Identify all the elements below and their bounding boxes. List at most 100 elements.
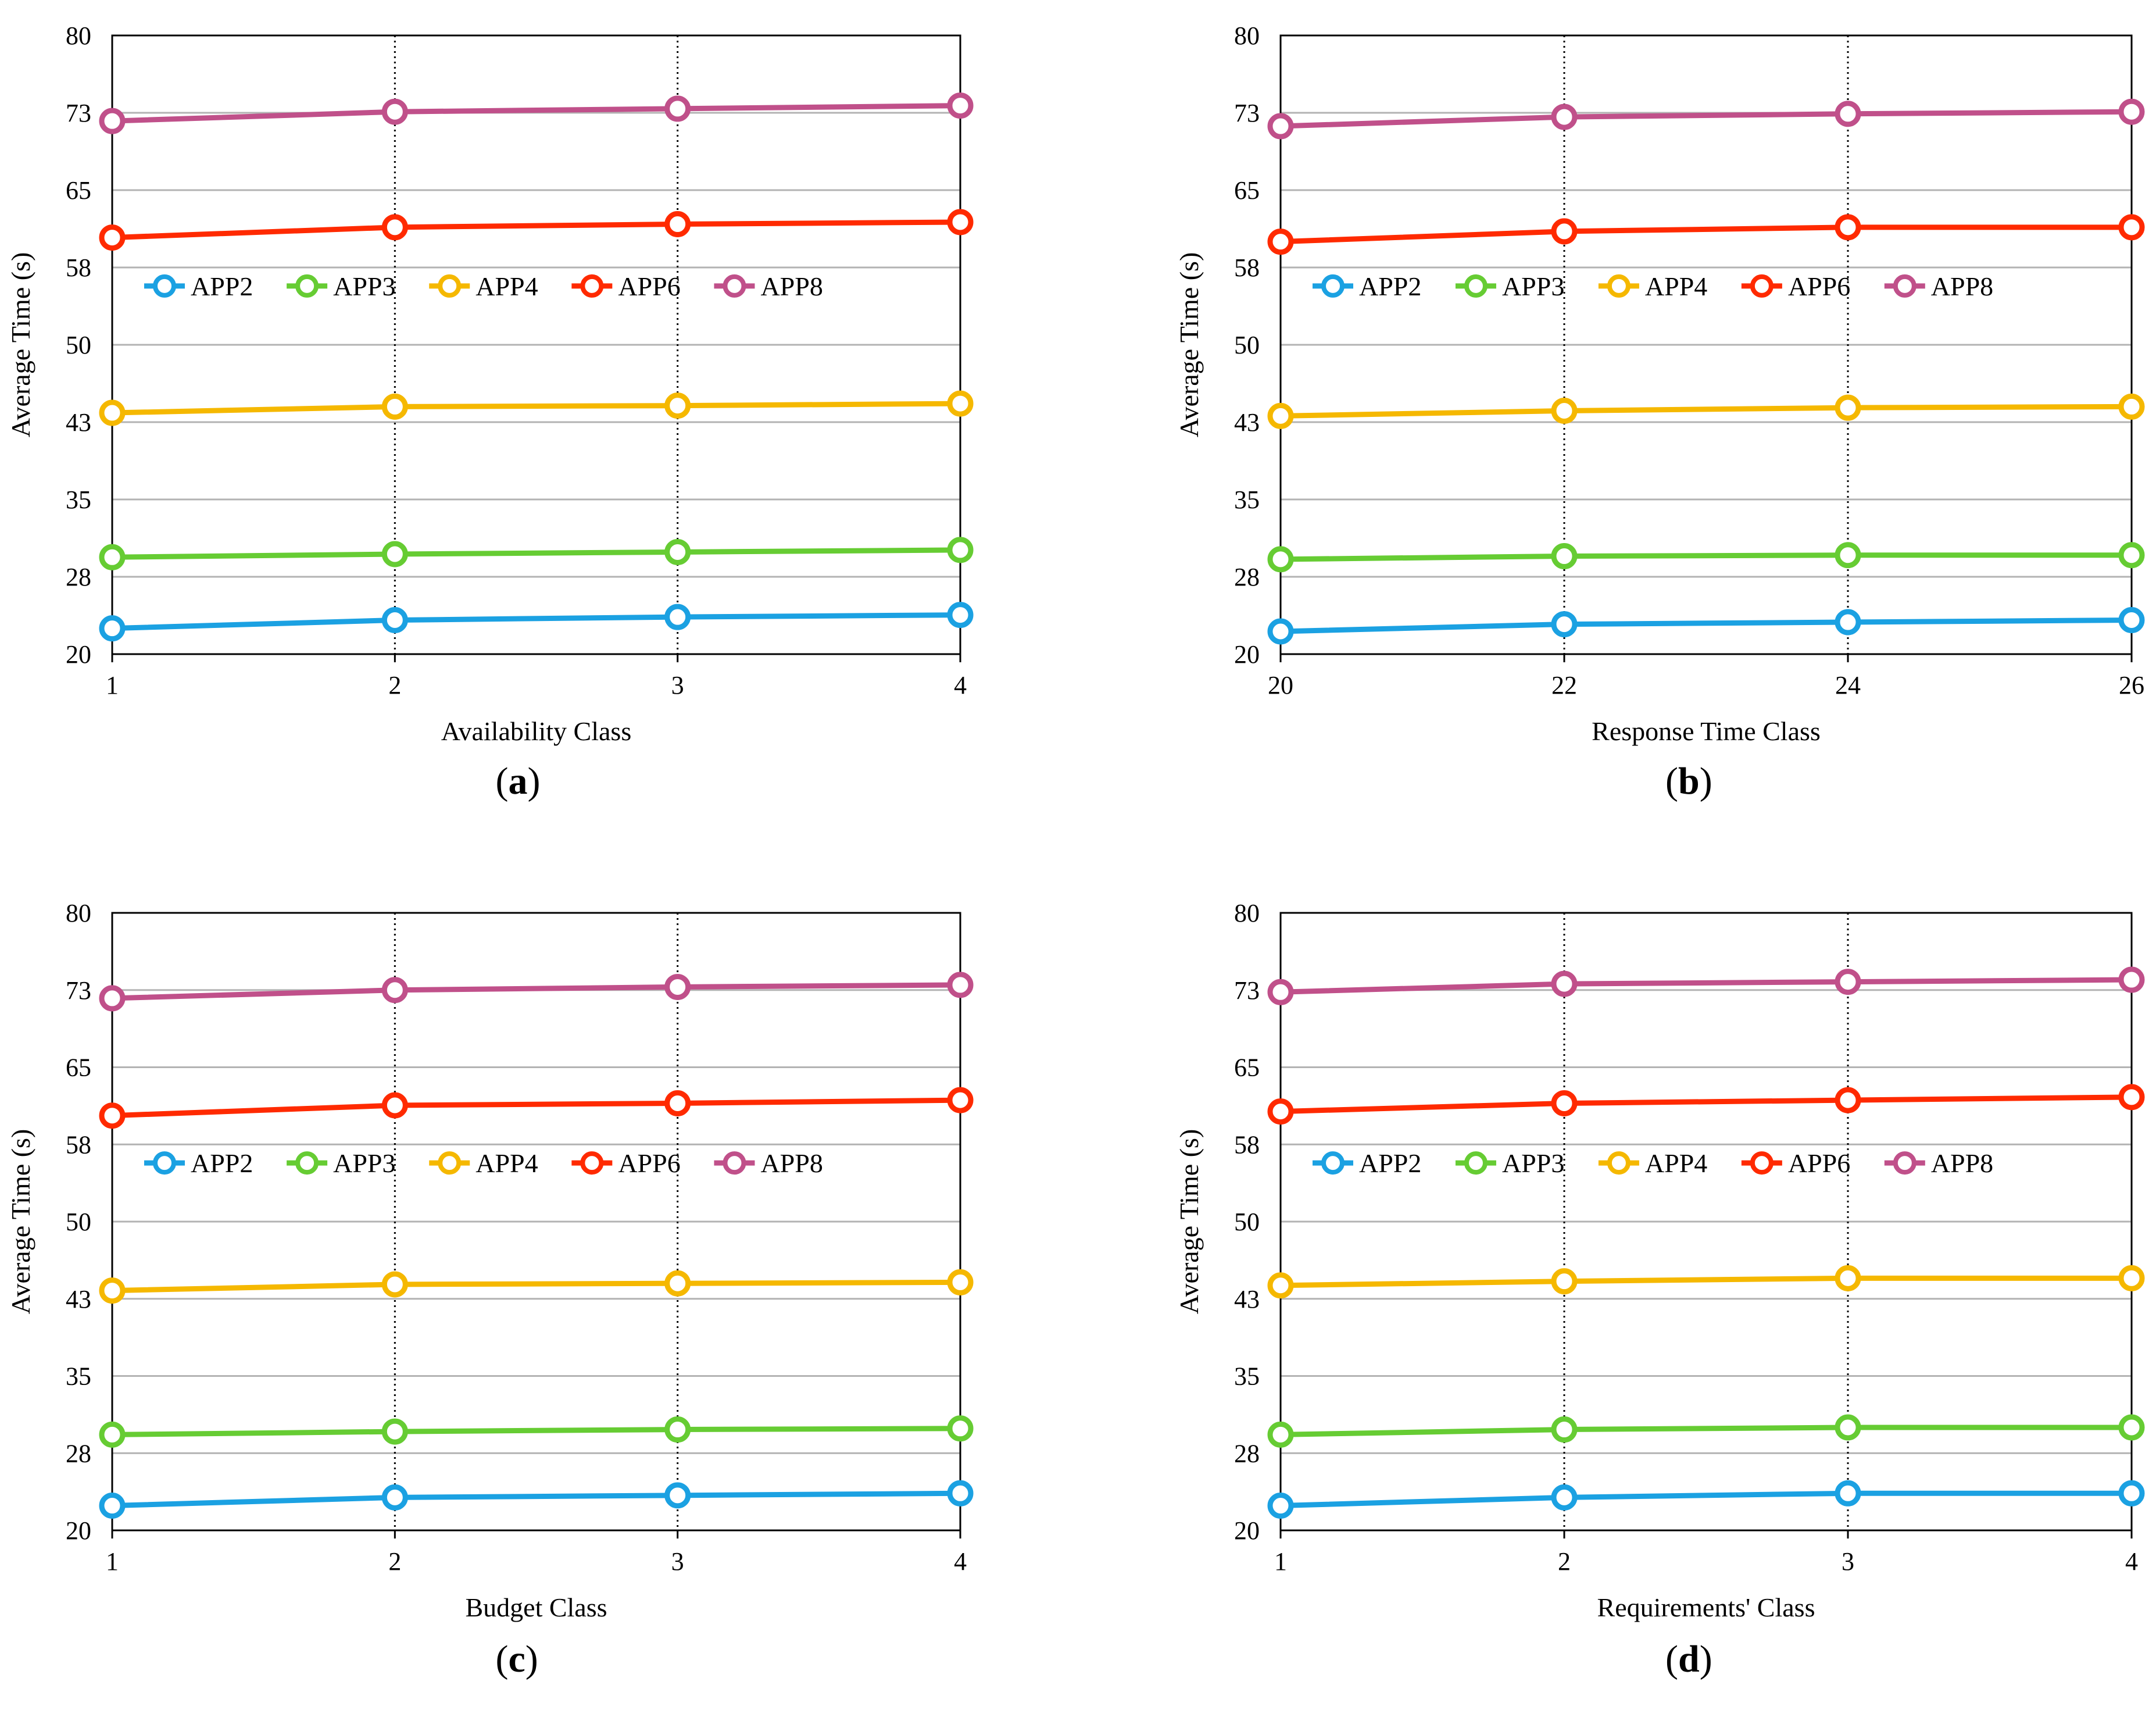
- series-line-app6: [112, 1097, 961, 1119]
- x-axis-title: Availability Class: [441, 716, 632, 746]
- y-axis-title: Average Time (s): [6, 1129, 35, 1315]
- x-tick-label: 2: [1558, 1547, 1571, 1576]
- data-point-app6: [947, 209, 974, 235]
- data-point-app8: [664, 95, 691, 122]
- x-tick-label: 2: [388, 671, 401, 699]
- x-tick-label: 1: [1274, 1547, 1287, 1576]
- x-tick-label: 1: [106, 671, 119, 699]
- legend-label: APP6: [618, 1148, 680, 1178]
- legend-item-app3: APP3: [287, 272, 396, 301]
- y-tick-label: 28: [66, 563, 91, 591]
- legend-marker: [1607, 274, 1631, 298]
- data-point-app2: [99, 615, 126, 642]
- legend-item-app3: APP3: [1455, 1148, 1564, 1178]
- legend-marker: [295, 1151, 319, 1175]
- y-tick-label: 73: [1234, 99, 1260, 127]
- y-tick-label: 50: [66, 331, 91, 359]
- legend-label: APP3: [1502, 1148, 1564, 1178]
- legend-label: APP4: [1645, 1148, 1707, 1178]
- legend-marker: [723, 1151, 746, 1175]
- y-tick-label: 80: [1234, 22, 1260, 50]
- data-point-app6: [1835, 214, 1861, 241]
- x-tick-label: 3: [671, 1547, 684, 1576]
- legend-item-app8: APP8: [714, 1148, 823, 1178]
- y-tick-label: 50: [66, 1208, 91, 1236]
- legend-marker: [1464, 274, 1488, 298]
- series-line-app2: [112, 1490, 961, 1509]
- legend-marker: [1893, 1151, 1917, 1175]
- y-tick-label: 58: [1234, 1130, 1260, 1159]
- panel-caption-letter: d: [1678, 1638, 1700, 1680]
- legend-item-app3: APP3: [287, 1148, 396, 1178]
- data-point-app3: [2118, 1414, 2145, 1441]
- y-tick-label: 58: [1234, 254, 1260, 282]
- legend-label: APP8: [1931, 272, 1993, 301]
- data-point-app4: [1267, 1272, 1294, 1299]
- legend-marker: [1321, 274, 1345, 298]
- y-tick-label: 80: [66, 899, 91, 927]
- legend-marker: [1607, 1151, 1631, 1175]
- x-tick-label: 26: [2119, 671, 2144, 699]
- series-line-app3: [112, 547, 961, 560]
- legend-marker: [580, 274, 604, 298]
- y-tick-label: 73: [1234, 976, 1260, 1005]
- data-point-app8: [947, 92, 974, 119]
- data-point-app3: [1835, 1414, 1861, 1441]
- legend-marker: [295, 274, 319, 298]
- data-point-app6: [1267, 229, 1294, 255]
- legend-item-app8: APP8: [1884, 1148, 1993, 1178]
- data-point-app6: [947, 1087, 974, 1113]
- data-point-app3: [381, 541, 408, 567]
- series-line-app2: [1280, 617, 2132, 634]
- panel-caption-letter: a: [508, 760, 527, 802]
- legend-label: APP4: [475, 1148, 538, 1178]
- y-tick-label: 35: [66, 1362, 91, 1391]
- legend-item-app4: APP4: [1598, 272, 1707, 301]
- series-line-app2: [112, 612, 961, 631]
- data-point-app2: [1835, 609, 1861, 636]
- y-tick-label: 65: [1234, 1054, 1260, 1082]
- data-point-app6: [1835, 1087, 1861, 1113]
- series-line-app6: [1280, 224, 2132, 245]
- data-point-app3: [1551, 543, 1578, 570]
- data-point-app4: [664, 392, 691, 419]
- data-point-app4: [381, 1271, 408, 1298]
- legend-item-app6: APP6: [571, 1148, 681, 1178]
- data-point-app8: [2118, 98, 2145, 125]
- x-tick-label: 4: [954, 1547, 967, 1576]
- data-point-app8: [99, 985, 126, 1012]
- y-tick-label: 50: [1234, 331, 1260, 359]
- plot-area-frame: [111, 34, 961, 655]
- data-point-app4: [1551, 1268, 1578, 1295]
- data-point-app6: [1551, 218, 1578, 245]
- y-tick-label: 43: [66, 408, 91, 437]
- series-line-app4: [1280, 1275, 2132, 1288]
- legend-label: APP2: [1359, 272, 1421, 301]
- data-point-app8: [1835, 101, 1861, 127]
- x-axis-title: Requirements' Class: [1597, 1593, 1815, 1622]
- legend-label: APP3: [333, 272, 395, 301]
- legend-marker: [438, 1151, 462, 1175]
- data-point-app2: [1267, 1493, 1294, 1519]
- x-axis-title: Budget Class: [465, 1593, 607, 1622]
- data-point-app8: [381, 98, 408, 125]
- series-line-app4: [1280, 404, 2132, 419]
- data-point-app3: [664, 1416, 691, 1443]
- data-point-app4: [99, 399, 126, 426]
- y-tick-label: 20: [66, 640, 91, 669]
- data-point-app2: [381, 606, 408, 633]
- y-tick-label: 28: [1234, 1439, 1260, 1468]
- data-point-app3: [1835, 542, 1861, 569]
- data-point-app2: [99, 1493, 126, 1519]
- series-line-app6: [112, 219, 961, 241]
- y-tick-label: 65: [1234, 176, 1260, 205]
- data-point-app4: [664, 1270, 691, 1297]
- y-tick-label: 80: [66, 22, 91, 50]
- y-tick-label: 73: [66, 976, 91, 1005]
- data-point-app4: [2118, 393, 2145, 420]
- y-tick-label: 50: [1234, 1208, 1260, 1236]
- y-tick-label: 35: [66, 486, 91, 514]
- data-point-app2: [664, 1482, 691, 1509]
- data-point-app8: [664, 973, 691, 1000]
